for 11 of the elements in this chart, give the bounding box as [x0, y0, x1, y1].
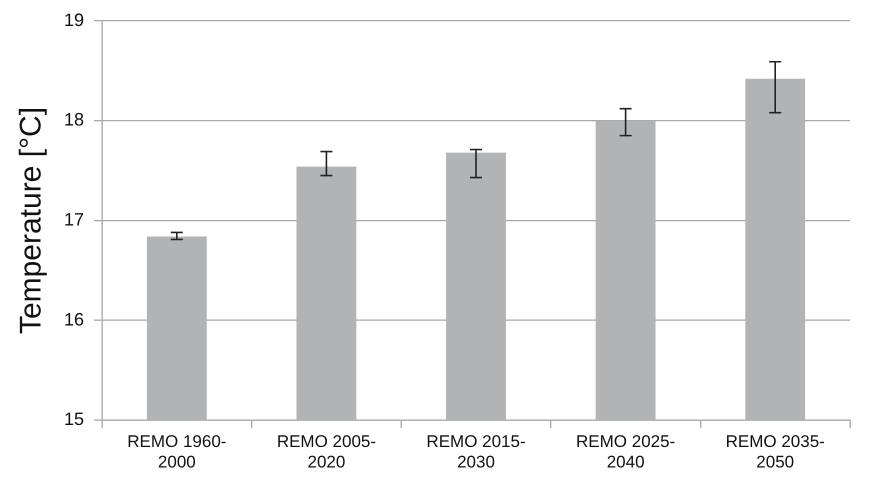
- y-tick-label: 17: [64, 209, 84, 230]
- y-tick-label: 18: [64, 110, 84, 130]
- x-tick-label: REMO 2005-2020: [276, 432, 376, 472]
- x-tick-label: REMO 2015-2030: [426, 432, 526, 472]
- x-tick-label: REMO 1960-2000: [127, 432, 226, 472]
- y-tick-label: 15: [64, 409, 84, 430]
- x-tick-label: REMO 2025-2040: [576, 432, 676, 472]
- y-axis-title: Temperature [°C]: [14, 106, 48, 334]
- y-tick-label: 16: [64, 309, 84, 330]
- y-tick-label: 19: [64, 10, 84, 30]
- x-tick-label: REMO 2035-2050: [726, 432, 825, 472]
